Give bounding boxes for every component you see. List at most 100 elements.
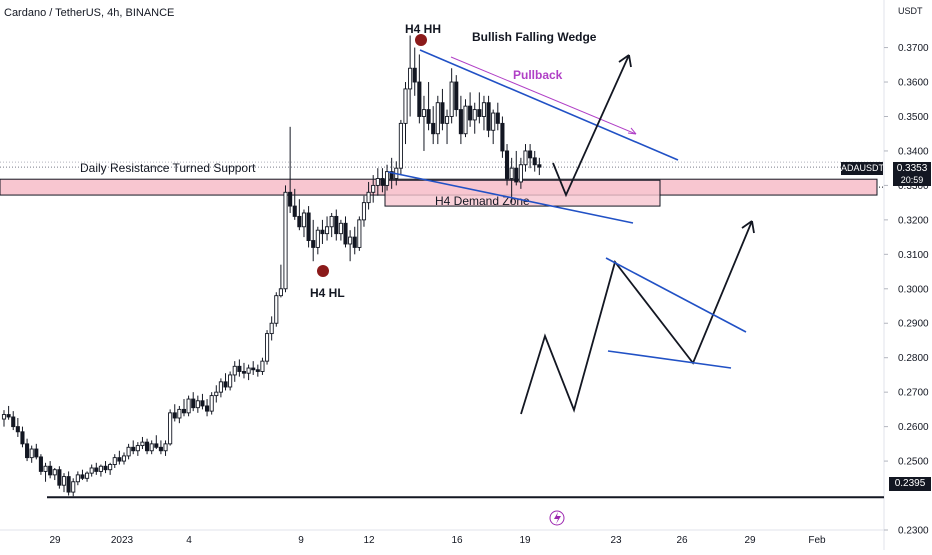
candle-body-down bbox=[477, 109, 482, 117]
candle bbox=[200, 393, 205, 410]
price-tick-label: 0.2900 bbox=[898, 319, 929, 330]
candle bbox=[251, 361, 256, 375]
candle-body-down bbox=[486, 102, 491, 131]
pullback-arrow-head bbox=[627, 127, 637, 135]
candle-body-up bbox=[518, 164, 523, 183]
price-tick-label: 0.3400 bbox=[898, 146, 929, 157]
candle bbox=[66, 471, 71, 496]
candle bbox=[274, 292, 279, 327]
candle-body-down bbox=[191, 398, 196, 409]
candle bbox=[325, 216, 330, 241]
candle-body-down bbox=[251, 367, 256, 371]
candle bbox=[486, 95, 491, 138]
candle bbox=[255, 364, 260, 377]
time-tick-label: 29 bbox=[744, 535, 756, 546]
candle bbox=[361, 195, 367, 227]
candle bbox=[468, 92, 473, 127]
candle-body-up bbox=[472, 109, 477, 121]
candle-body-down bbox=[131, 446, 136, 452]
wedge-lower-line bbox=[387, 171, 634, 224]
candle bbox=[311, 219, 316, 262]
candle bbox=[398, 119, 403, 176]
candle bbox=[15, 418, 20, 437]
price-tick-label: 0.2300 bbox=[898, 526, 929, 537]
candle bbox=[283, 185, 288, 293]
candle-body-up bbox=[449, 81, 454, 117]
pullback-label: Pullback bbox=[513, 68, 563, 82]
candle bbox=[514, 150, 519, 186]
candle bbox=[537, 157, 542, 176]
candle bbox=[357, 216, 362, 251]
candle bbox=[195, 395, 200, 413]
candle bbox=[241, 362, 247, 379]
hh-label: H4 HH bbox=[405, 22, 441, 36]
candle bbox=[85, 471, 90, 482]
candle bbox=[1, 410, 7, 427]
price-tick-label: 0.2600 bbox=[898, 422, 929, 433]
candle-body-up bbox=[61, 476, 67, 486]
candle bbox=[380, 168, 385, 193]
candle bbox=[89, 464, 94, 477]
wedge-upper-line bbox=[419, 49, 679, 161]
price-tick-label: 0.3500 bbox=[898, 112, 929, 123]
candle bbox=[435, 95, 440, 145]
candle bbox=[265, 330, 270, 365]
candle bbox=[338, 219, 343, 241]
price-tick-label: 0.2700 bbox=[898, 388, 929, 399]
candle-body-up bbox=[218, 381, 223, 393]
candle-body-up bbox=[384, 171, 390, 186]
candle bbox=[371, 175, 376, 203]
candle-body-up bbox=[338, 222, 343, 235]
candle-body-up bbox=[315, 229, 320, 248]
candle-body-up bbox=[523, 150, 528, 166]
candle bbox=[366, 181, 371, 210]
candle bbox=[384, 164, 390, 191]
candle-body-up bbox=[278, 288, 283, 297]
candle-body-down bbox=[237, 365, 242, 372]
candle-body-down bbox=[57, 469, 62, 486]
candle bbox=[135, 442, 140, 456]
price-tick-label: 0.3700 bbox=[898, 43, 929, 54]
candle-body-up bbox=[98, 465, 103, 472]
candle-body-up bbox=[177, 408, 182, 419]
candle-body-up bbox=[168, 412, 173, 445]
candle bbox=[260, 357, 265, 375]
candle bbox=[481, 95, 487, 131]
candle-body-up bbox=[108, 464, 113, 471]
candle bbox=[172, 404, 177, 422]
candle bbox=[463, 99, 468, 138]
candle-body-down bbox=[241, 371, 247, 374]
candle-body-down bbox=[158, 446, 163, 452]
candle-body-up bbox=[214, 391, 219, 397]
candle bbox=[20, 426, 25, 448]
candle-body-down bbox=[34, 448, 39, 458]
candle-body-down bbox=[320, 229, 325, 235]
candle bbox=[126, 443, 131, 460]
candle bbox=[343, 216, 348, 248]
candle-body-down bbox=[172, 412, 177, 419]
time-tick-label: Feb bbox=[808, 535, 826, 546]
candle-body-up bbox=[1, 414, 7, 420]
candle-body-down bbox=[288, 191, 293, 207]
candle bbox=[315, 226, 320, 255]
candle bbox=[500, 116, 505, 158]
candle bbox=[232, 361, 237, 382]
candle bbox=[140, 436, 145, 450]
candle bbox=[131, 440, 136, 455]
candle bbox=[94, 462, 99, 475]
candle bbox=[440, 88, 445, 131]
time-tick-label: 19 bbox=[519, 535, 531, 546]
candle-body-up bbox=[435, 102, 440, 135]
time-tick-label: 23 bbox=[610, 535, 622, 546]
candle-body-up bbox=[301, 212, 307, 228]
candle-body-up bbox=[481, 102, 487, 117]
candle bbox=[121, 452, 127, 465]
hl-marker-dot bbox=[317, 265, 329, 277]
candle bbox=[218, 378, 223, 398]
ticker-badge: ADAUSDT bbox=[841, 162, 885, 175]
candle bbox=[52, 467, 57, 481]
bar-countdown-badge: 20:59 bbox=[893, 175, 931, 186]
candle-body-down bbox=[11, 416, 16, 428]
